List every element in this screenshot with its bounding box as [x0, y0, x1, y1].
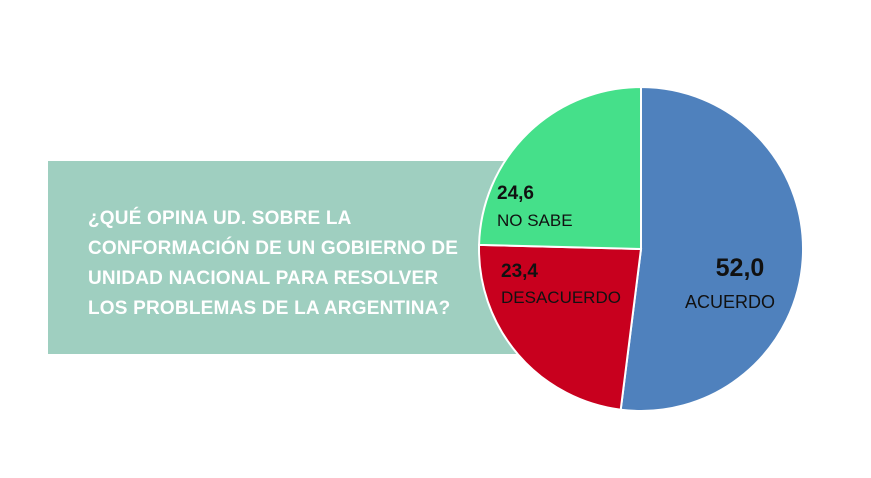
slice-value-label: 24,6 [497, 183, 534, 204]
question-panel [48, 161, 548, 354]
question-text: ¿QUÉ OPINA UD. SOBRE LA CONFORMACIÓN DE … [88, 204, 478, 324]
pie-slice-acuerdo [619, 85, 805, 412]
question-line-3: UNIDAD NACIONAL PARA RESOLVER [88, 268, 439, 289]
question-line-1: ¿QUÉ OPINA UD. SOBRE LA [88, 208, 352, 229]
slice-value-label: 23,4 [501, 261, 538, 282]
slice-category-label: NO SABE [497, 211, 573, 230]
slice-value-label: 52,0 [716, 254, 765, 282]
pie-slice-no-sabe [478, 85, 642, 251]
question-line-4: LOS PROBLEMAS DE LA ARGENTINA? [88, 298, 451, 319]
slice-category-label: DESACUERDO [501, 288, 621, 307]
pie-slice-desacuerdo [478, 243, 643, 411]
slice-category-label: ACUERDO [685, 292, 775, 312]
question-line-2: CONFORMACIÓN DE UN GOBIERNO DE [88, 238, 459, 259]
